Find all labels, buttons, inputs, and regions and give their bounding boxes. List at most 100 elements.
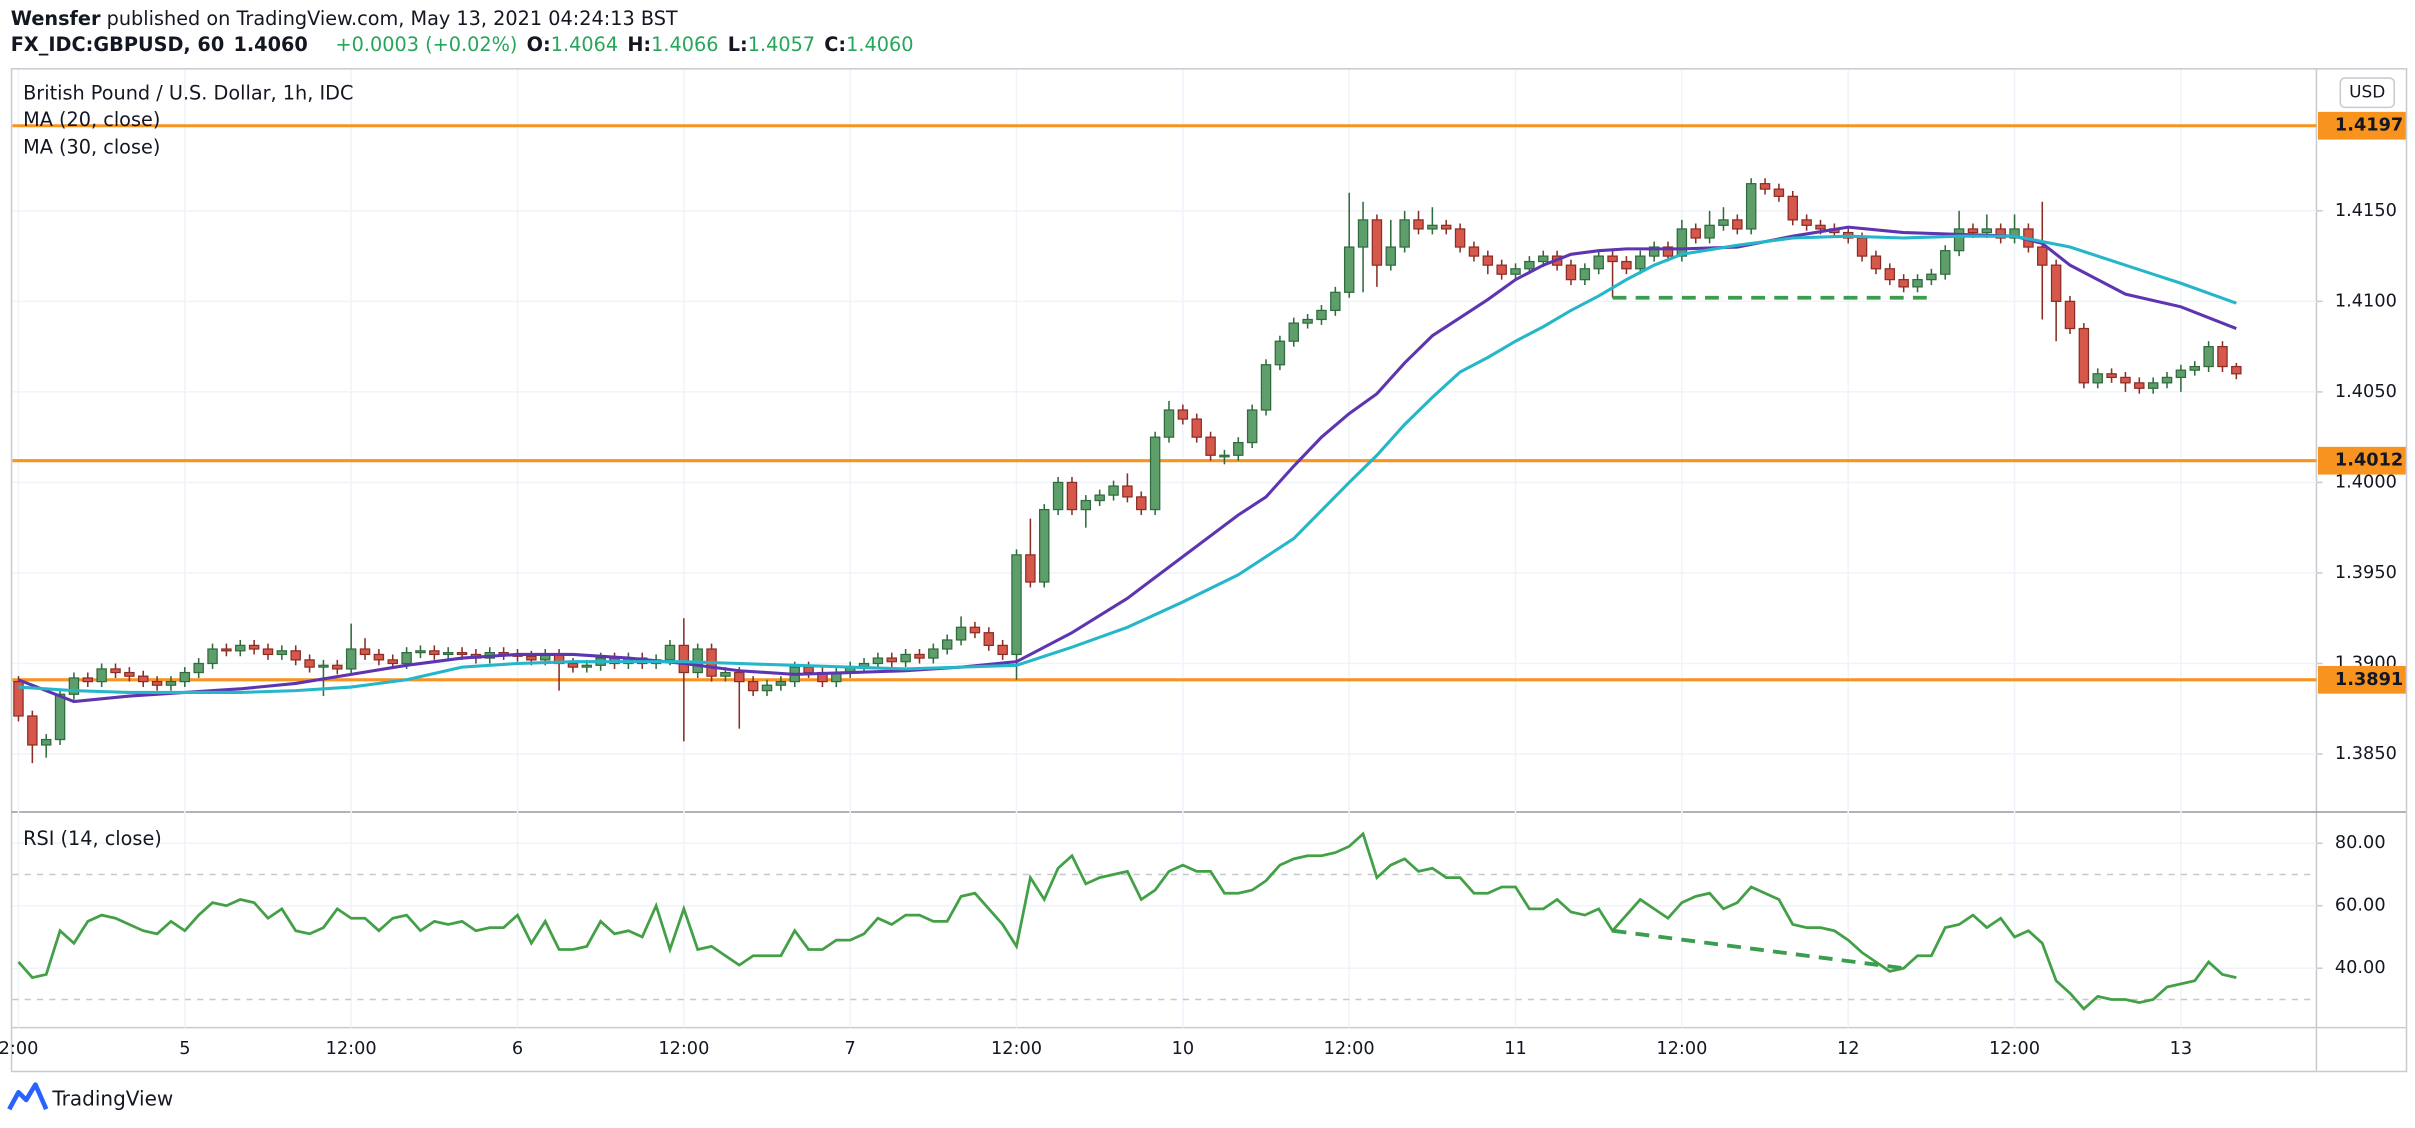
level-label-box [2317, 111, 2406, 140]
candle-body [2231, 365, 2242, 375]
candle-body [955, 626, 967, 641]
candle-body [2217, 346, 2228, 368]
candle-body [1898, 279, 1909, 288]
candle-body [1565, 264, 1577, 281]
candle-body [1926, 273, 1937, 281]
candle-body [373, 653, 385, 661]
candle-body [983, 632, 995, 647]
candle-body [1524, 260, 1535, 270]
y-tick-label: 1.4100 [2335, 291, 2397, 311]
ohlc-label: O: [527, 32, 551, 55]
candle-body [2120, 376, 2131, 384]
candle-body [1094, 494, 1105, 502]
candle-body [1538, 255, 1549, 263]
x-tick-label: 11 [1504, 1039, 1527, 1059]
rsi-pane [12, 831, 2317, 1011]
candle-body [2161, 376, 2173, 384]
candle-body [1593, 255, 1604, 270]
ohlc-value: 1.4064 [551, 32, 618, 55]
candle-body [13, 680, 24, 717]
candle-body [1011, 554, 1022, 656]
x-tick-label: 12:00 [326, 1039, 377, 1059]
candle-body [872, 657, 884, 665]
ohlc-label: C: [824, 32, 846, 55]
candle-body [1621, 260, 1632, 270]
candle-body [456, 652, 468, 656]
y-tick-label: 80.00 [2335, 833, 2386, 853]
candle-body [775, 680, 787, 686]
candle-body [1662, 246, 1674, 257]
candle-body [581, 664, 593, 668]
candle-body [1066, 481, 1078, 511]
price-pane [12, 124, 2317, 764]
y-tick-label: 1.3950 [2335, 563, 2397, 583]
candle-body [734, 671, 745, 683]
candle-body [276, 650, 288, 656]
candle-body [1912, 279, 1923, 288]
candle-body [1316, 309, 1327, 321]
candle-body [1108, 485, 1119, 496]
moving-average-line [18, 234, 2237, 695]
frame-border [10, 68, 2408, 1073]
candle-body [1288, 322, 1299, 342]
candle-body [1953, 228, 1965, 252]
candle-body [1510, 268, 1521, 275]
candle-body [1995, 228, 2006, 239]
candle-body [1468, 246, 1480, 257]
ohlc-label: H: [627, 32, 651, 55]
candle-body [761, 684, 773, 692]
candle-body [54, 693, 66, 741]
candle-body [900, 653, 911, 663]
candle-body [526, 655, 537, 661]
candle-body [1371, 219, 1383, 266]
candle-body [1080, 499, 1092, 511]
level-label: 1.4197 [2335, 116, 2403, 136]
candle-body [1191, 418, 1202, 438]
candle-body [1343, 246, 1355, 293]
candle-body [2092, 373, 2103, 384]
candle-body [1302, 318, 1313, 324]
candle-body [1219, 454, 1230, 458]
legend-entry: MA (20, close) [23, 108, 160, 131]
level-label: 1.3891 [2335, 670, 2403, 690]
candle-body [262, 648, 274, 656]
candle-body [304, 659, 315, 668]
ohlc-value: 1.4060 [846, 32, 913, 55]
candle-body [1177, 409, 1189, 420]
author: Wensfer [11, 6, 101, 29]
y-tick-label: 1.4000 [2335, 472, 2397, 492]
candle-body [1801, 219, 1812, 226]
candle-body [1690, 228, 1701, 239]
candle-body [1870, 255, 1882, 270]
candle-body [387, 659, 398, 665]
y-tick-label: 1.3850 [2335, 744, 2397, 764]
candle-body [678, 644, 690, 674]
candle-body [1856, 237, 1868, 257]
candle-body [151, 680, 163, 686]
candle-body [664, 644, 676, 661]
candle-body [332, 664, 343, 670]
logo-icon [7, 1082, 49, 1111]
candle-body [1981, 228, 1993, 234]
candle-body [2064, 300, 2076, 330]
candle-body [124, 671, 135, 677]
candle-body [1274, 340, 1286, 366]
candle-body [1745, 183, 1757, 230]
x-tick-label: 7 [845, 1039, 856, 1059]
candle-body [2147, 382, 2159, 389]
candle-body [1718, 219, 1729, 226]
candle-body [1149, 436, 1161, 511]
candle-body [1260, 364, 1272, 411]
candle-body [110, 668, 121, 674]
x-tick-label: 12:00 [1656, 1039, 1707, 1059]
candle-body [2134, 382, 2145, 389]
candle-body [359, 648, 371, 656]
candle-body [415, 650, 426, 654]
candle-body [914, 653, 925, 659]
candle-body [1205, 436, 1216, 456]
candle-body [1454, 228, 1466, 248]
candle-body [345, 648, 357, 670]
candle-body [997, 644, 1008, 656]
candle-body [1967, 228, 1979, 234]
